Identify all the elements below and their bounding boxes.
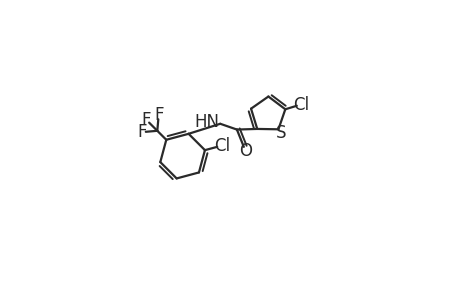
Text: HN: HN xyxy=(194,113,219,131)
Text: F: F xyxy=(154,106,163,124)
Text: O: O xyxy=(238,142,251,160)
Text: F: F xyxy=(141,111,151,129)
Text: S: S xyxy=(275,124,285,142)
Text: F: F xyxy=(137,123,146,141)
Text: Cl: Cl xyxy=(292,96,308,114)
Text: Cl: Cl xyxy=(213,137,230,155)
